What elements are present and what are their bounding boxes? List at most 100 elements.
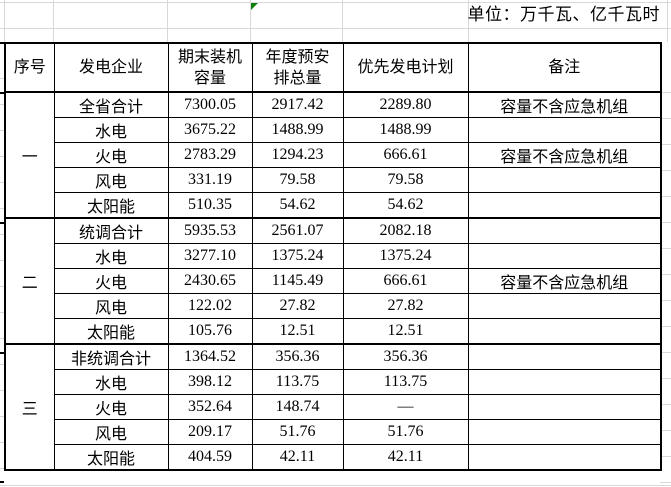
table-row: 水电 3277.10 1375.24 1375.24 bbox=[5, 243, 662, 269]
table-row: 火电 352.64 148.74— bbox=[5, 394, 662, 420]
gridline bbox=[167, 0, 168, 42]
cell-capacity[interactable]: 398.12 bbox=[167, 369, 253, 395]
cell-priority-plan[interactable]: 51.76 bbox=[342, 419, 469, 445]
cell-priority-plan[interactable]: 79.58 bbox=[342, 167, 469, 193]
gridline bbox=[4, 0, 5, 42]
header-remark[interactable]: 备注 bbox=[467, 42, 662, 93]
cell-capacity[interactable]: 3277.10 bbox=[167, 243, 253, 269]
cell-company[interactable]: 统调合计 bbox=[53, 217, 169, 244]
table-row: 火电 2783.29 1294.23 666.61 容量不含应急机组 bbox=[5, 142, 662, 168]
gridline bbox=[250, 0, 251, 42]
cell-annual-total[interactable]: 113.75 bbox=[251, 369, 344, 395]
table-row: 二统调合计 5935.53 2561.07 2082.18 bbox=[4, 217, 662, 345]
cell-capacity[interactable]: 2783.29 bbox=[167, 142, 253, 168]
table-row: 火电 2430.65 1145.49 666.61 容量不含应急机组 bbox=[5, 268, 662, 294]
cell-company[interactable]: 太阳能 bbox=[53, 444, 169, 471]
cell-remark[interactable] bbox=[467, 243, 662, 269]
cell-priority-plan[interactable]: 54.62 bbox=[342, 192, 469, 219]
table-row: 水电 398.12 113.75 113.75 bbox=[5, 369, 662, 395]
cell-annual-total[interactable]: 12.51 bbox=[251, 318, 344, 345]
cell-company[interactable]: 全省合计 bbox=[53, 91, 169, 118]
cell-annual-total[interactable]: 1145.49 bbox=[251, 268, 344, 294]
cell-priority-plan[interactable]: 42.11 bbox=[342, 444, 469, 471]
cell-priority-plan[interactable]: 12.51 bbox=[342, 318, 469, 345]
cell-annual-total[interactable]: 1375.24 bbox=[251, 243, 344, 269]
cell-annual-total[interactable]: 2917.42 bbox=[251, 91, 344, 118]
cell-remark[interactable] bbox=[467, 369, 662, 395]
cell-remark[interactable] bbox=[467, 192, 662, 219]
cell-company[interactable]: 风电 bbox=[53, 419, 169, 445]
cell-company[interactable]: 水电 bbox=[53, 117, 169, 143]
cell-annual-total[interactable]: 51.76 bbox=[251, 419, 344, 445]
cell-company[interactable]: 水电 bbox=[53, 243, 169, 269]
cell-priority-plan[interactable]: 1488.99 bbox=[342, 117, 469, 143]
cell-company[interactable]: 风电 bbox=[53, 293, 169, 319]
cell-capacity[interactable]: 5935.53 bbox=[167, 217, 253, 244]
cell-annual-total[interactable]: 356.36 bbox=[251, 343, 344, 370]
cell-annual-total[interactable]: 1488.99 bbox=[251, 117, 344, 143]
header-company[interactable]: 发电企业 bbox=[53, 42, 169, 93]
cell-annual-total[interactable]: 148.74 bbox=[251, 394, 344, 420]
section-number-cell[interactable]: 二 bbox=[4, 217, 55, 345]
table-row: 风电 209.17 51.76 51.76 bbox=[5, 419, 662, 445]
cell-priority-plan[interactable]: 666.61 bbox=[342, 268, 469, 294]
cell-company[interactable]: 火电 bbox=[53, 142, 169, 168]
section-number-cell[interactable]: 三 bbox=[4, 343, 55, 471]
cell-company[interactable]: 火电 bbox=[53, 268, 169, 294]
cell-company[interactable]: 太阳能 bbox=[53, 318, 169, 345]
cell-remark[interactable] bbox=[467, 293, 662, 319]
cell-remark[interactable]: 容量不含应急机组 bbox=[467, 268, 662, 294]
cell-annual-total[interactable]: 79.58 bbox=[251, 167, 344, 193]
cell-annual-total[interactable]: 2561.07 bbox=[251, 217, 344, 244]
header-seq[interactable]: 序号 bbox=[4, 42, 55, 93]
section-number-cell[interactable]: 一 bbox=[4, 91, 55, 219]
cell-remark[interactable] bbox=[467, 394, 662, 420]
cell-priority-plan[interactable]: 113.75 bbox=[342, 369, 469, 395]
cell-capacity[interactable]: 209.17 bbox=[167, 419, 253, 445]
cell-priority-plan[interactable]: 2289.80 bbox=[342, 91, 469, 118]
cell-capacity[interactable]: 3675.22 bbox=[167, 117, 253, 143]
cell-capacity[interactable]: 7300.05 bbox=[167, 91, 253, 118]
gridline bbox=[342, 0, 343, 42]
error-indicator-triangle bbox=[251, 3, 258, 10]
cell-annual-total[interactable]: 27.82 bbox=[251, 293, 344, 319]
cell-annual-total[interactable]: 54.62 bbox=[251, 192, 344, 219]
cell-priority-plan[interactable]: 27.82 bbox=[342, 293, 469, 319]
cell-remark[interactable]: 容量不含应急机组 bbox=[467, 91, 662, 118]
cell-remark[interactable] bbox=[467, 167, 662, 193]
cell-company[interactable]: 太阳能 bbox=[53, 192, 169, 219]
cell-remark[interactable] bbox=[467, 117, 662, 143]
header-annual-total[interactable]: 年度预安 排总量 bbox=[251, 42, 344, 93]
cell-priority-plan[interactable]: 666.61 bbox=[342, 142, 469, 168]
cell-capacity[interactable]: 105.76 bbox=[167, 318, 253, 345]
cell-company[interactable]: 风电 bbox=[53, 167, 169, 193]
cell-annual-total[interactable]: 42.11 bbox=[251, 444, 344, 471]
cell-capacity[interactable]: 1364.52 bbox=[167, 343, 253, 370]
header-capacity[interactable]: 期末装机 容量 bbox=[167, 42, 253, 93]
cell-capacity[interactable]: 331.19 bbox=[167, 167, 253, 193]
cell-remark[interactable] bbox=[467, 419, 662, 445]
gridline bbox=[667, 0, 668, 42]
cell-remark[interactable]: 容量不含应急机组 bbox=[467, 142, 662, 168]
cell-capacity[interactable]: 2430.65 bbox=[167, 268, 253, 294]
cell-annual-total[interactable]: 1294.23 bbox=[251, 142, 344, 168]
cell-remark[interactable] bbox=[467, 318, 662, 345]
cell-capacity[interactable]: 404.59 bbox=[167, 444, 253, 471]
cell-priority-plan[interactable]: 356.36 bbox=[342, 343, 469, 370]
cell-company[interactable]: 非统调合计 bbox=[53, 343, 169, 370]
table-row: 风电 122.02 27.82 27.82 bbox=[5, 293, 662, 319]
cell-company[interactable]: 水电 bbox=[53, 369, 169, 395]
table-row: 水电 3675.22 1488.99 1488.99 bbox=[5, 117, 662, 143]
cell-priority-plan[interactable]: 1375.24 bbox=[342, 243, 469, 269]
gridline bbox=[660, 482, 671, 483]
cell-remark[interactable] bbox=[467, 343, 662, 370]
cell-company[interactable]: 火电 bbox=[53, 394, 169, 420]
cell-capacity[interactable]: 122.02 bbox=[167, 293, 253, 319]
cell-remark[interactable] bbox=[467, 444, 662, 471]
cell-priority-plan[interactable]: — bbox=[342, 394, 469, 420]
header-priority-plan[interactable]: 优先发电计划 bbox=[342, 42, 469, 93]
cell-capacity[interactable]: 510.35 bbox=[167, 192, 253, 219]
cell-priority-plan[interactable]: 2082.18 bbox=[342, 217, 469, 244]
cell-capacity[interactable]: 352.64 bbox=[167, 394, 253, 420]
cell-remark[interactable] bbox=[467, 217, 662, 244]
